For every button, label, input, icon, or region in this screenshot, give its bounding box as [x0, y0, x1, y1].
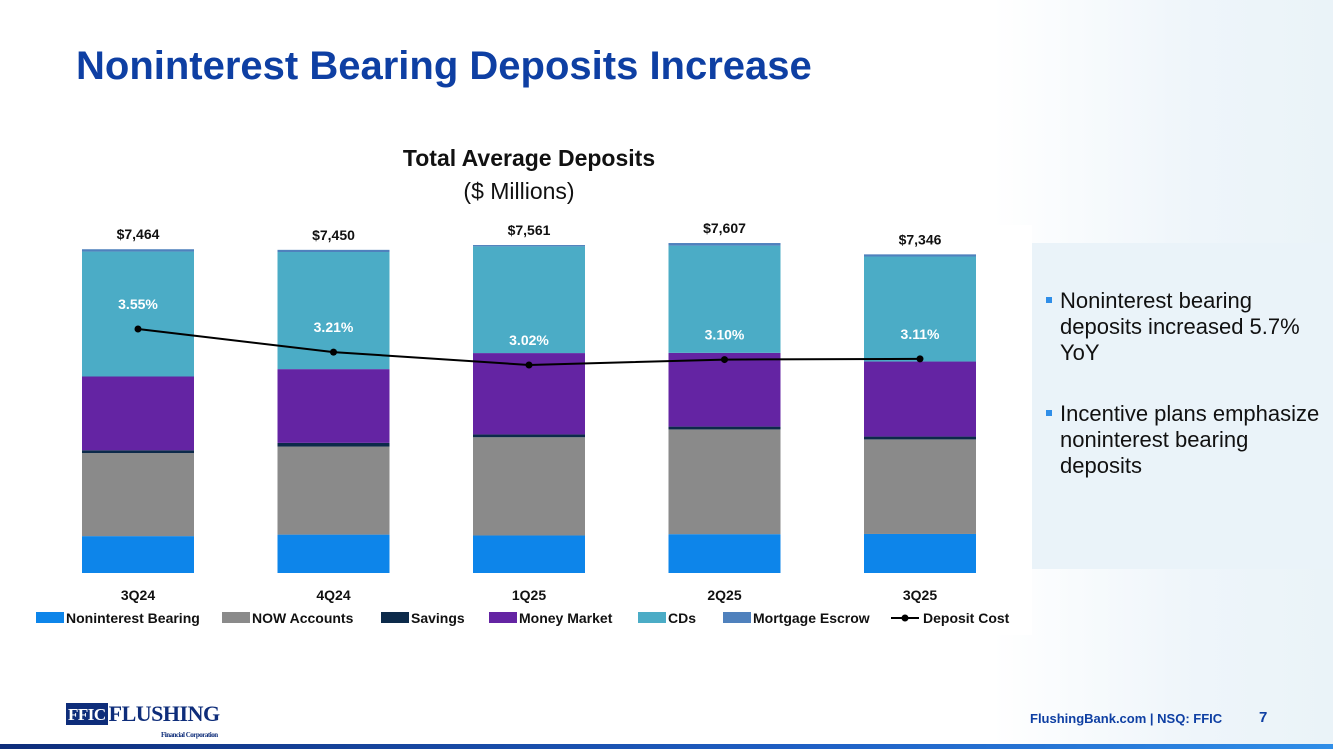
- deposit-cost-point: [721, 356, 728, 364]
- bar-segment-money-market: [668, 352, 781, 427]
- chart-subtitle: ($ Millions): [463, 178, 575, 204]
- deposits-chart: $7,464 3Q24 $7,450 4Q24 $7,561 1Q25 $7,607 2Q25…: [36, 220, 1010, 626]
- bar-segment-mortgage-escrow: [668, 243, 781, 246]
- bar-segment-cds: [82, 251, 194, 377]
- deposit-cost-label: 3.02%: [509, 332, 549, 348]
- bar-segment-now-accounts: [668, 429, 781, 535]
- footer-website: FlushingBank.com | NSQ: FFIC: [1030, 711, 1223, 726]
- bar-segment-now-accounts: [82, 453, 194, 537]
- x-tick-label: 2Q25: [707, 587, 741, 603]
- bar-segment-mortgage-escrow: [864, 254, 976, 257]
- bar-segment-now-accounts: [864, 439, 976, 534]
- bar-segment-now-accounts: [473, 437, 585, 536]
- bullet-item: Noninterest bearing deposits increased 5…: [1046, 288, 1320, 366]
- legend-swatch: [723, 612, 751, 623]
- deposit-cost-point: [330, 348, 337, 356]
- deposit-cost-label: 3.10%: [705, 327, 745, 343]
- bar-segment-cds: [473, 246, 585, 354]
- company-logo: FFIC FLUSHING Financial Corporation: [66, 701, 220, 740]
- deposit-cost-point: [525, 361, 533, 369]
- bar-segment-now-accounts: [277, 446, 390, 535]
- logo-box: FFIC: [66, 703, 108, 725]
- bar-total-label: $7,450: [312, 227, 355, 243]
- bar-segment-noninterest-bearing: [277, 534, 390, 573]
- x-tick-label: 1Q25: [512, 587, 546, 603]
- bar-segment-noninterest-bearing: [668, 534, 781, 573]
- logo-subtitle: Financial Corporation: [161, 731, 218, 739]
- bullet-text: Noninterest bearing deposits increased 5…: [1060, 288, 1300, 365]
- footer-bar: [0, 744, 1333, 749]
- bullet-panel: Noninterest bearing deposits increased 5…: [1032, 243, 1333, 569]
- legend-label: Deposit Cost: [923, 610, 1010, 626]
- bullet-square-icon: [1046, 410, 1052, 416]
- logo-word-text: FLUSHING: [108, 701, 220, 726]
- legend-label: Noninterest Bearing: [66, 610, 200, 626]
- bar-segment-cds: [668, 245, 781, 353]
- bar-segment-mortgage-escrow: [277, 249, 390, 253]
- bar-total-label: $7,561: [508, 222, 551, 238]
- bar-segment-noninterest-bearing: [864, 533, 976, 573]
- bar-total-label: $7,607: [703, 220, 746, 236]
- bullet-square-icon: [1046, 297, 1052, 303]
- bar-segment-mortgage-escrow: [82, 249, 194, 252]
- x-tick-label: 3Q25: [903, 587, 937, 603]
- bullet-text: Incentive plans emphasize noninterest be…: [1060, 401, 1320, 478]
- legend-label: Mortgage Escrow: [753, 610, 870, 626]
- bullet-item: Incentive plans emphasize noninterest be…: [1046, 401, 1320, 479]
- legend-label: Savings: [411, 610, 465, 626]
- bar-segment-money-market: [82, 376, 194, 451]
- legend-swatch: [222, 612, 250, 623]
- legend-swatch: [381, 612, 409, 623]
- legend-swatch: [489, 612, 517, 623]
- bar-total-label: $7,464: [117, 226, 160, 242]
- bar-segment-savings: [864, 436, 976, 440]
- legend-label: NOW Accounts: [252, 610, 354, 626]
- bar-segment-money-market: [864, 361, 976, 437]
- x-tick-label: 3Q24: [121, 587, 155, 603]
- chart-title: Total Average Deposits: [402, 145, 656, 171]
- page-number: 7: [1259, 709, 1268, 726]
- legend-swatch: [638, 612, 666, 623]
- legend-label: Money Market: [519, 610, 613, 626]
- slide-title: Noninterest Bearing Deposits Increase: [76, 44, 812, 88]
- bar-segment-savings: [668, 426, 781, 430]
- bar-segment-noninterest-bearing: [473, 535, 585, 573]
- bar-segment-savings: [473, 434, 585, 438]
- bar-segment-savings: [82, 450, 194, 454]
- bar-segment-cds: [864, 256, 976, 362]
- legend-line-marker: [901, 614, 909, 622]
- deposit-cost-label: 3.11%: [901, 326, 940, 342]
- bar-segment-noninterest-bearing: [82, 536, 194, 573]
- deposit-cost-label: 3.55%: [118, 296, 158, 312]
- legend-swatch: [36, 612, 64, 623]
- deposit-cost-label: 3.21%: [314, 319, 354, 335]
- deposit-cost-point: [134, 325, 142, 333]
- x-tick-label: 4Q24: [316, 587, 350, 603]
- bar-total-label: $7,346: [899, 231, 942, 247]
- bar-segment-savings: [277, 442, 390, 447]
- logo-word: FLUSHING Financial Corporation: [108, 701, 220, 740]
- bar-segment-mortgage-escrow: [473, 245, 585, 247]
- deposit-cost-point: [916, 355, 924, 363]
- bar-segment-money-market: [277, 369, 390, 443]
- legend-label: CDs: [668, 610, 696, 626]
